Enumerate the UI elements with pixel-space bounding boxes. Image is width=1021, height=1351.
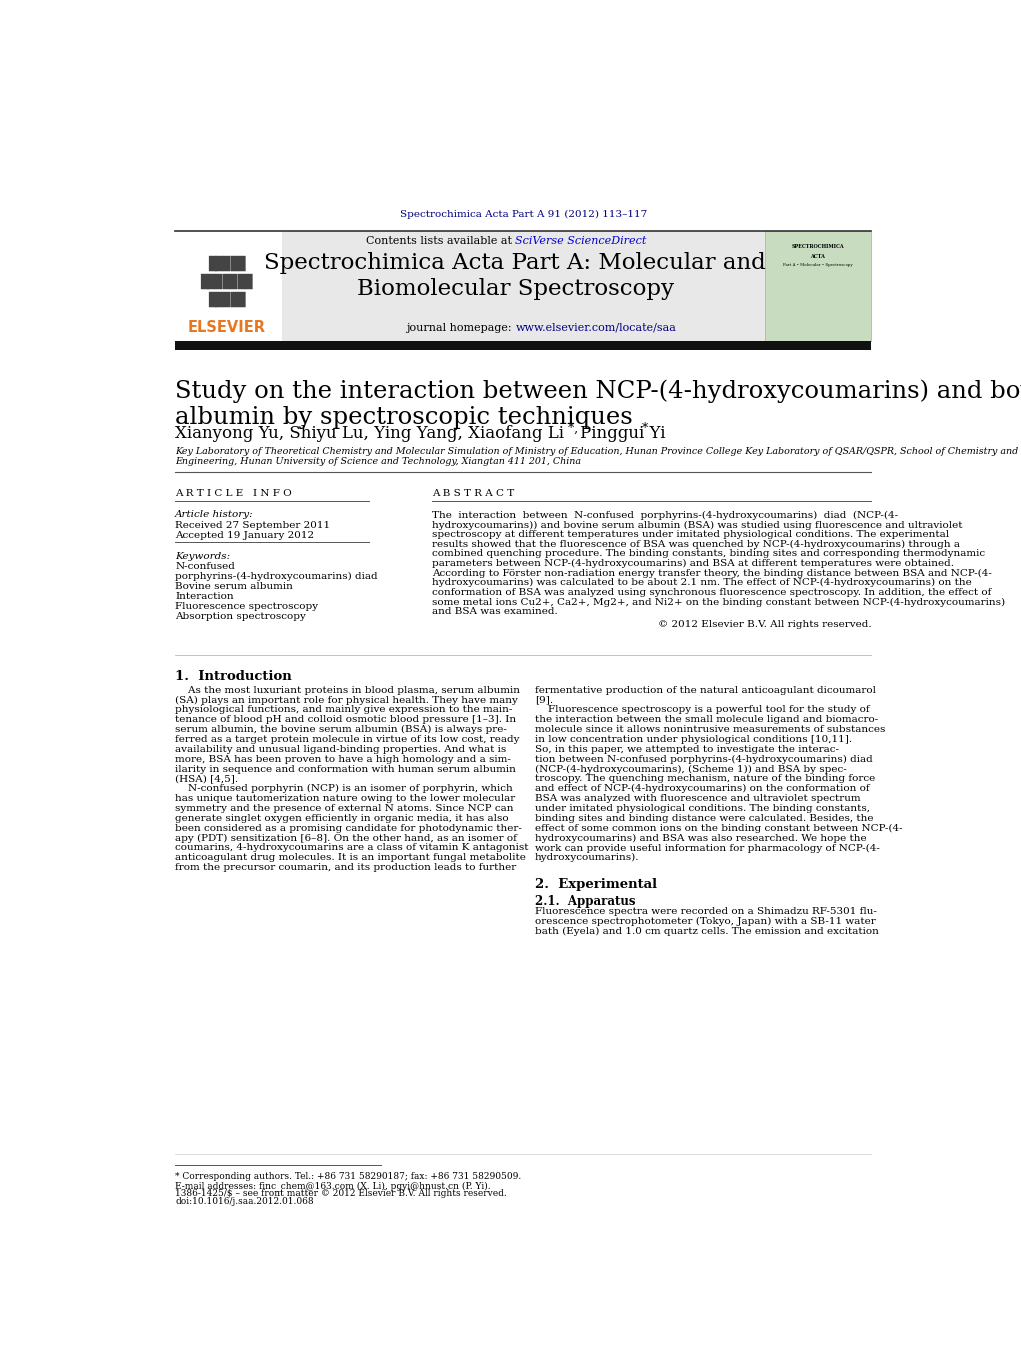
Text: fermentative production of the natural anticoagulant dicoumarol: fermentative production of the natural a…	[535, 686, 876, 694]
Text: Key Laboratory of Theoretical Chemistry and Molecular Simulation of Ministry of : Key Laboratory of Theoretical Chemistry …	[176, 447, 1021, 466]
Text: Interaction: Interaction	[176, 592, 234, 601]
Text: Keywords:: Keywords:	[176, 551, 230, 561]
Text: combined quenching procedure. The binding constants, binding sites and correspon: combined quenching procedure. The bindin…	[432, 550, 985, 558]
Text: (SA) plays an important role for physical health. They have many: (SA) plays an important role for physica…	[176, 696, 518, 705]
Text: 1386-1425/$ – see front matter © 2012 Elsevier B.V. All rights reserved.: 1386-1425/$ – see front matter © 2012 El…	[176, 1189, 506, 1198]
Text: According to Förster non-radiation energy transfer theory, the binding distance : According to Förster non-radiation energ…	[432, 569, 992, 578]
Text: Absorption spectroscopy: Absorption spectroscopy	[176, 612, 306, 621]
Text: █████
███████
█████: █████ ███████ █████	[200, 255, 253, 307]
Text: SciVerse ScienceDirect: SciVerse ScienceDirect	[516, 235, 646, 246]
Text: *: *	[642, 422, 648, 435]
Text: Fluorescence spectroscopy is a powerful tool for the study of: Fluorescence spectroscopy is a powerful …	[535, 705, 870, 715]
Text: As the most luxuriant proteins in blood plasma, serum albumin: As the most luxuriant proteins in blood …	[176, 686, 520, 694]
Text: N-confused: N-confused	[176, 562, 235, 570]
Text: hydroxycoumarins).: hydroxycoumarins).	[535, 854, 639, 862]
Text: ilarity in sequence and conformation with human serum albumin: ilarity in sequence and conformation wit…	[176, 765, 516, 774]
Text: [9].: [9].	[535, 696, 553, 705]
Text: troscopy. The quenching mechanism, nature of the binding force: troscopy. The quenching mechanism, natur…	[535, 774, 875, 784]
FancyBboxPatch shape	[765, 231, 872, 340]
Text: © 2012 Elsevier B.V. All rights reserved.: © 2012 Elsevier B.V. All rights reserved…	[658, 620, 871, 628]
FancyBboxPatch shape	[176, 231, 871, 340]
Text: parameters between NCP-(4-hydroxycoumarins) and BSA at different temperatures we: parameters between NCP-(4-hydroxycoumari…	[432, 559, 955, 569]
FancyBboxPatch shape	[176, 231, 282, 340]
Text: bath (Eyela) and 1.0 cm quartz cells. The emission and excitation: bath (Eyela) and 1.0 cm quartz cells. Th…	[535, 927, 879, 935]
Text: work can provide useful information for pharmacology of NCP-(4-: work can provide useful information for …	[535, 843, 880, 852]
Text: from the precursor coumarin, and its production leads to further: from the precursor coumarin, and its pro…	[176, 863, 517, 873]
Text: symmetry and the presence of external N atoms. Since NCP can: symmetry and the presence of external N …	[176, 804, 514, 813]
Text: physiological functions, and mainly give expression to the main-: physiological functions, and mainly give…	[176, 705, 513, 715]
Text: spectroscopy at different temperatures under imitated physiological conditions. : spectroscopy at different temperatures u…	[432, 530, 950, 539]
Text: ACTA: ACTA	[811, 254, 825, 258]
Text: Fluorescence spectra were recorded on a Shimadzu RF-5301 flu-: Fluorescence spectra were recorded on a …	[535, 907, 877, 916]
Text: tion between N-confused porphyrins-(4-hydroxycoumarins) diad: tion between N-confused porphyrins-(4-hy…	[535, 755, 873, 763]
Text: Article history:: Article history:	[176, 511, 254, 519]
Text: Pinggui Yi: Pinggui Yi	[580, 426, 666, 443]
Text: under imitated physiological conditions. The binding constants,: under imitated physiological conditions.…	[535, 804, 870, 813]
Text: (HSA) [4,5].: (HSA) [4,5].	[176, 774, 238, 784]
Text: So, in this paper, we attempted to investigate the interac-: So, in this paper, we attempted to inves…	[535, 744, 839, 754]
Text: 2.  Experimental: 2. Experimental	[535, 878, 658, 892]
Text: generate singlet oxygen efficiently in organic media, it has also: generate singlet oxygen efficiently in o…	[176, 813, 508, 823]
Text: binding sites and binding distance were calculated. Besides, the: binding sites and binding distance were …	[535, 813, 874, 823]
Text: in low concentration under physiological conditions [10,11].: in low concentration under physiological…	[535, 735, 853, 744]
Text: (NCP-(4-hydroxycoumarins), (Scheme 1)) and BSA by spec-: (NCP-(4-hydroxycoumarins), (Scheme 1)) a…	[535, 765, 846, 774]
Text: availability and unusual ligand-binding properties. And what is: availability and unusual ligand-binding …	[176, 744, 506, 754]
Text: effect of some common ions on the binding constant between NCP-(4-: effect of some common ions on the bindin…	[535, 824, 903, 832]
Text: anticoagulant drug molecules. It is an important fungal metabolite: anticoagulant drug molecules. It is an i…	[176, 854, 526, 862]
Text: some metal ions Cu2+, Ca2+, Mg2+, and Ni2+ on the binding constant between NCP-(: some metal ions Cu2+, Ca2+, Mg2+, and Ni…	[432, 597, 1006, 607]
Text: has unique tautomerization nature owing to the lower molecular: has unique tautomerization nature owing …	[176, 794, 516, 802]
Text: porphyrins-(4-hydroxycoumarins) diad: porphyrins-(4-hydroxycoumarins) diad	[176, 571, 378, 581]
Text: A R T I C L E   I N F O: A R T I C L E I N F O	[176, 489, 292, 497]
Text: ferred as a target protein molecule in virtue of its low cost, ready: ferred as a target protein molecule in v…	[176, 735, 520, 744]
Text: Spectrochimica Acta Part A 91 (2012) 113–117: Spectrochimica Acta Part A 91 (2012) 113…	[399, 209, 647, 219]
FancyBboxPatch shape	[176, 340, 871, 350]
Text: Contents lists available at: Contents lists available at	[366, 235, 516, 246]
Text: Part A • Molecular • Spectroscopy: Part A • Molecular • Spectroscopy	[783, 262, 853, 266]
Text: conformation of BSA was analyzed using synchronous fluorescence spectroscopy. In: conformation of BSA was analyzed using s…	[432, 588, 991, 597]
Text: orescence spectrophotometer (Tokyo, Japan) with a SB-11 water: orescence spectrophotometer (Tokyo, Japa…	[535, 916, 876, 925]
Text: serum albumin, the bovine serum albumin (BSA) is always pre-: serum albumin, the bovine serum albumin …	[176, 725, 507, 735]
Text: molecule since it allows nonintrusive measurements of substances: molecule since it allows nonintrusive me…	[535, 725, 885, 734]
Text: and BSA was examined.: and BSA was examined.	[432, 607, 558, 616]
Text: coumarins, 4-hydroxycoumarins are a class of vitamin K antagonist: coumarins, 4-hydroxycoumarins are a clas…	[176, 843, 529, 852]
Text: A B S T R A C T: A B S T R A C T	[432, 489, 515, 497]
Text: been considered as a promising candidate for photodynamic ther-: been considered as a promising candidate…	[176, 824, 522, 832]
Text: hydroxycoumarins) was calculated to be about 2.1 nm. The effect of NCP-(4-hydrox: hydroxycoumarins) was calculated to be a…	[432, 578, 972, 588]
Text: and effect of NCP-(4-hydroxycoumarins) on the conformation of: and effect of NCP-(4-hydroxycoumarins) o…	[535, 785, 870, 793]
Text: Received 27 September 2011: Received 27 September 2011	[176, 521, 330, 530]
Text: journal homepage:: journal homepage:	[406, 323, 516, 332]
Text: Bovine serum albumin: Bovine serum albumin	[176, 582, 293, 590]
Text: doi:10.1016/j.saa.2012.01.068: doi:10.1016/j.saa.2012.01.068	[176, 1197, 313, 1206]
Text: www.elsevier.com/locate/saa: www.elsevier.com/locate/saa	[516, 323, 676, 332]
Text: hydroxycoumarins) and BSA was also researched. We hope the: hydroxycoumarins) and BSA was also resea…	[535, 834, 867, 843]
Text: tenance of blood pH and colloid osmotic blood pressure [1–3]. In: tenance of blood pH and colloid osmotic …	[176, 715, 517, 724]
Text: hydroxycoumarins)) and bovine serum albumin (BSA) was studied using fluorescence: hydroxycoumarins)) and bovine serum albu…	[432, 520, 963, 530]
Text: more, BSA has been proven to have a high homology and a sim-: more, BSA has been proven to have a high…	[176, 755, 510, 763]
Text: Accepted 19 January 2012: Accepted 19 January 2012	[176, 531, 314, 540]
Text: Study on the interaction between NCP-(4-hydroxycoumarins) and bovine serum
album: Study on the interaction between NCP-(4-…	[176, 380, 1021, 430]
Text: Spectrochimica Acta Part A: Molecular and
Biomolecular Spectroscopy: Spectrochimica Acta Part A: Molecular an…	[264, 253, 766, 300]
Text: 2.1.  Apparatus: 2.1. Apparatus	[535, 896, 636, 908]
Text: ELSEVIER: ELSEVIER	[188, 320, 265, 335]
Text: the interaction between the small molecule ligand and biomacro-: the interaction between the small molecu…	[535, 715, 878, 724]
Text: BSA was analyzed with fluorescence and ultraviolet spectrum: BSA was analyzed with fluorescence and u…	[535, 794, 861, 802]
Text: Xianyong Yu, Shiyu Lu, Ying Yang, Xiaofang Li: Xianyong Yu, Shiyu Lu, Ying Yang, Xiaofa…	[176, 426, 564, 443]
Text: N-confused porphyrin (NCP) is an isomer of porphyrin, which: N-confused porphyrin (NCP) is an isomer …	[176, 785, 513, 793]
Text: 1.  Introduction: 1. Introduction	[176, 670, 292, 684]
Text: The  interaction  between  N-confused  porphyrins-(4-hydroxycoumarins)  diad  (N: The interaction between N-confused porph…	[432, 511, 898, 520]
Text: Fluorescence spectroscopy: Fluorescence spectroscopy	[176, 601, 319, 611]
Text: SPECTROCHIMICA: SPECTROCHIMICA	[791, 245, 844, 250]
Text: * Corresponding authors. Tel.: +86 731 58290187; fax: +86 731 58290509.: * Corresponding authors. Tel.: +86 731 5…	[176, 1173, 522, 1181]
Text: apy (PDT) sensitization [6–8]. On the other hand, as an isomer of: apy (PDT) sensitization [6–8]. On the ot…	[176, 834, 517, 843]
Text: *,: *,	[568, 422, 582, 435]
Text: E-mail addresses: finc_chem@163.com (X. Li), pgyi@hnust.cn (P. Yi).: E-mail addresses: finc_chem@163.com (X. …	[176, 1181, 491, 1190]
Text: results showed that the fluorescence of BSA was quenched by NCP-(4-hydroxycoumar: results showed that the fluorescence of …	[432, 540, 961, 549]
